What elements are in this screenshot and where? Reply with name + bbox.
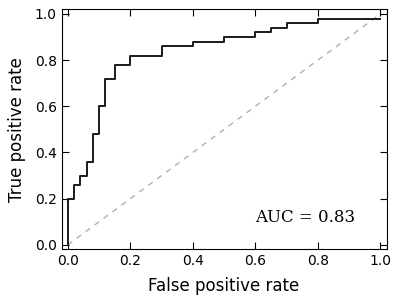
Text: AUC = 0.83: AUC = 0.83 xyxy=(255,209,356,226)
Y-axis label: True positive rate: True positive rate xyxy=(8,57,26,202)
X-axis label: False positive rate: False positive rate xyxy=(148,277,300,295)
